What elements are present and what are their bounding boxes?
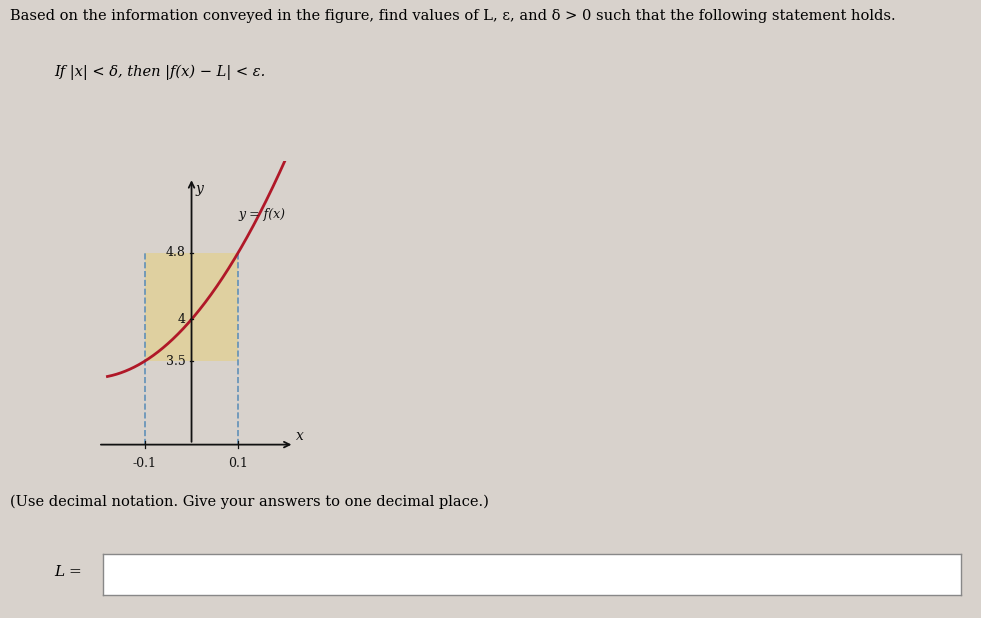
- Text: 4: 4: [178, 313, 186, 326]
- Text: Based on the information conveyed in the figure, find values of L, ε, and δ > 0 : Based on the information conveyed in the…: [10, 9, 896, 23]
- Bar: [145, 253, 238, 361]
- Text: 3.5: 3.5: [166, 355, 186, 368]
- Text: y = f(x): y = f(x): [238, 208, 285, 221]
- Text: L =: L =: [54, 565, 81, 578]
- Text: 0.1: 0.1: [229, 457, 248, 470]
- Text: 4.8: 4.8: [166, 246, 186, 259]
- Text: If |x| < δ, then |f(x) − L| < ε.: If |x| < δ, then |f(x) − L| < ε.: [54, 65, 265, 80]
- Text: (Use decimal notation. Give your answers to one decimal place.): (Use decimal notation. Give your answers…: [10, 494, 489, 509]
- Text: -0.1: -0.1: [132, 457, 157, 470]
- Text: x: x: [295, 430, 303, 443]
- Text: y: y: [195, 182, 203, 195]
